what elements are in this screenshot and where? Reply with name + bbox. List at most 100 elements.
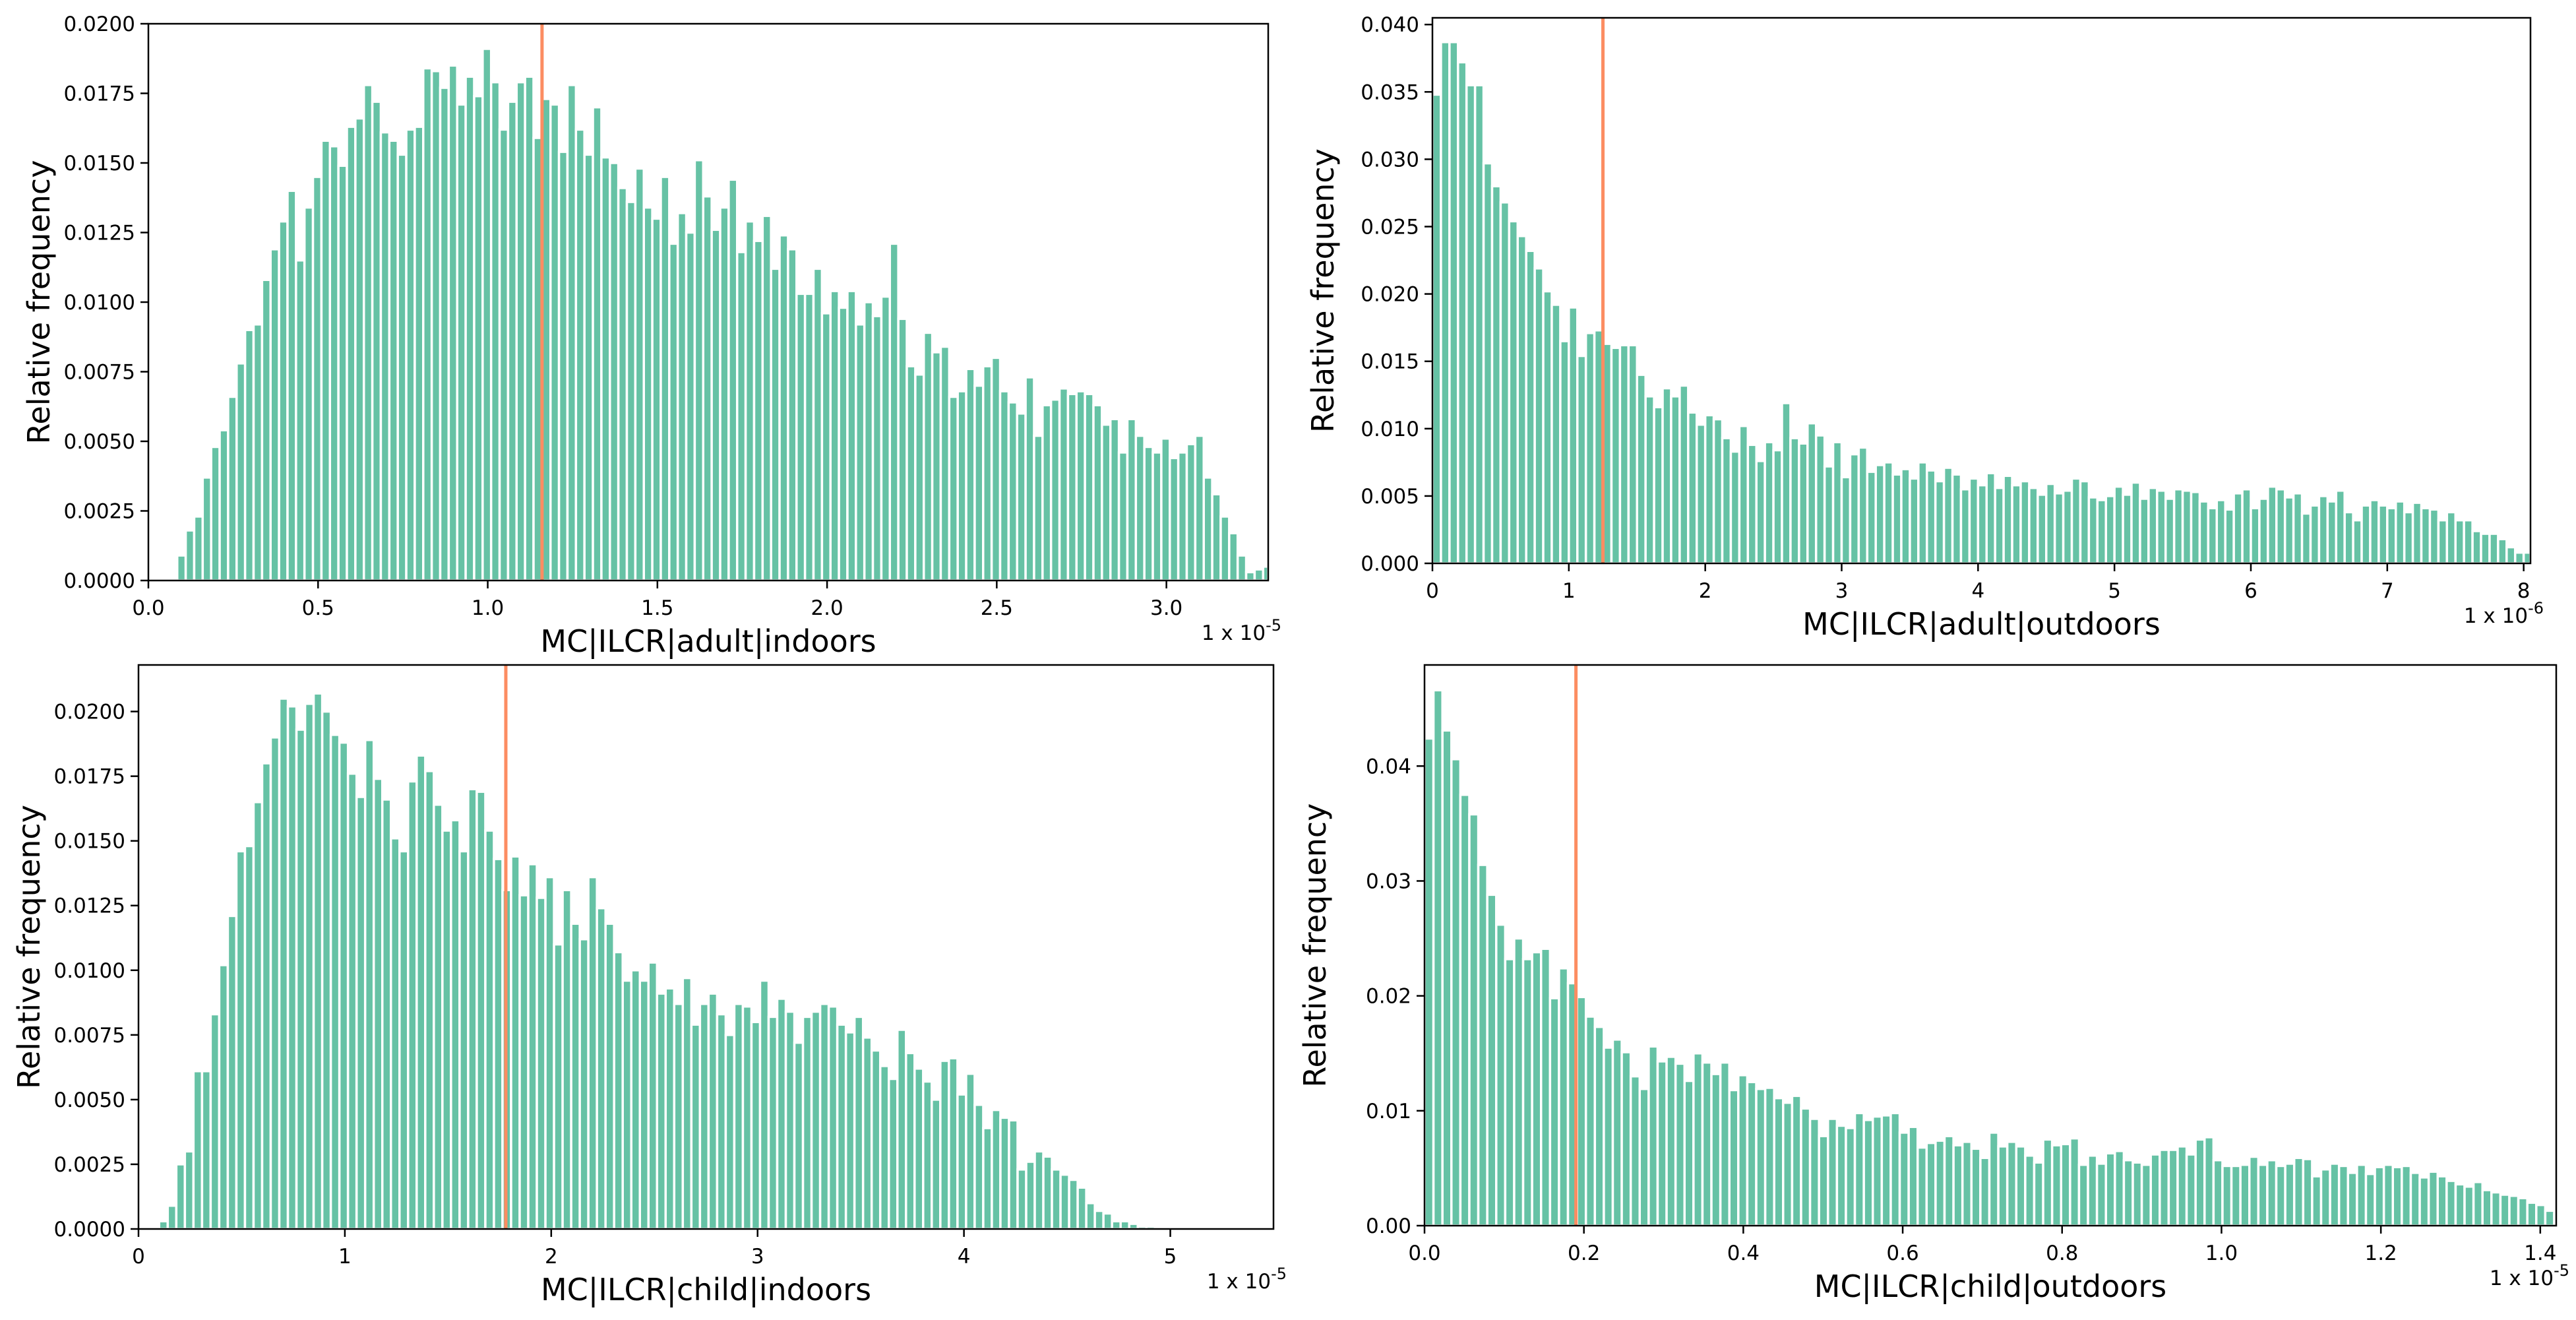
histogram-bar <box>1712 418 1724 565</box>
histogram-bar <box>888 242 900 582</box>
histogram-bar <box>634 167 645 582</box>
histogram-bar <box>887 1077 899 1230</box>
histogram-bar <box>278 697 290 1230</box>
histogram-bar <box>355 796 367 1230</box>
histogram-bar <box>430 69 442 582</box>
x-offset-multiplier: 1 x 10-5 <box>2490 1261 2569 1290</box>
histogram-bar <box>2292 492 2304 565</box>
histogram-bar <box>2113 485 2124 565</box>
histogram-bar <box>897 317 908 582</box>
histogram-bar <box>2275 1164 2286 1227</box>
histogram-bar <box>2497 538 2508 565</box>
subplot-child-outdoors: 0.0 0.2 0.4 0.6 0.8 1.0 1.2 1.4 0.00 0.01 0.02 0.03… <box>1297 664 2569 1305</box>
histogram-bar <box>1431 93 1442 565</box>
histogram-bar <box>447 64 458 582</box>
histogram-bar <box>1075 390 1086 582</box>
histogram-bar <box>235 362 247 582</box>
histogram-bar <box>1533 267 1545 565</box>
histogram-bar <box>489 80 501 582</box>
histogram-bar <box>1719 1061 1731 1227</box>
histogram-bar <box>2203 1136 2215 1227</box>
y-tick-label: 0.0075 <box>54 1024 125 1048</box>
histogram-bar <box>651 217 662 582</box>
histogram-bar <box>1827 1117 1839 1227</box>
y-tick-label: 0.0025 <box>64 500 135 524</box>
histogram-bar <box>226 914 238 1230</box>
histogram-bar <box>2369 499 2380 565</box>
histogram-bar <box>200 1070 212 1230</box>
histogram-bar <box>2374 1166 2385 1227</box>
x-tick-label: 3 <box>1835 579 1849 603</box>
histogram-bar <box>2437 519 2449 565</box>
histogram-bar <box>621 979 632 1230</box>
histogram-bar <box>481 47 493 582</box>
bars <box>1423 689 2558 1227</box>
histogram-bar <box>2198 500 2210 565</box>
y-tick-label: 0.03 <box>1366 869 1411 893</box>
histogram-bar <box>458 850 470 1230</box>
y-tick-label: 0.0125 <box>64 222 135 245</box>
histogram-bar <box>1611 1038 1623 1227</box>
histogram-bar <box>1701 1061 1713 1227</box>
histogram-bar <box>1236 554 1248 582</box>
histogram-bar <box>243 844 255 1230</box>
histogram-bar <box>2508 1194 2520 1227</box>
histogram-bar <box>2445 1179 2457 1227</box>
histogram-bar <box>973 384 985 582</box>
histogram-bar <box>243 329 255 582</box>
histogram-bar <box>363 738 375 1230</box>
histogram-bar <box>2522 551 2532 565</box>
histogram-bar <box>1539 947 1552 1227</box>
y-tick-label: 0.0050 <box>54 1088 125 1112</box>
x-offset-multiplier: 1 x 10-5 <box>1207 1265 1287 1294</box>
y-tick-label: 0.00 <box>1366 1214 1411 1238</box>
histogram-bar <box>1620 1051 1632 1227</box>
histogram-bar <box>1977 484 1988 565</box>
histogram-bar <box>2257 1163 2269 1227</box>
x-offset-exponent: -5 <box>1271 1265 1287 1283</box>
histogram-bar <box>396 153 408 582</box>
histogram-bar <box>2050 1144 2063 1227</box>
histogram-bar <box>2164 497 2176 565</box>
histogram-bar <box>676 212 688 582</box>
x-tick-label: 3.0 <box>1150 596 1182 620</box>
histogram-bar <box>1049 398 1061 582</box>
histogram-bar <box>1457 61 1468 565</box>
histogram-bar <box>1789 437 1800 565</box>
histogram-bar <box>498 128 510 582</box>
histogram-bar <box>787 248 798 582</box>
y-axis-label: Relative frequency <box>21 160 57 445</box>
histogram-bar <box>2343 511 2354 565</box>
histogram-bar <box>609 162 620 582</box>
histogram-bar <box>656 992 667 1230</box>
histogram-bar <box>166 1204 178 1230</box>
histogram-bar <box>1465 84 1477 565</box>
x-tick-label: 4 <box>1971 579 1984 603</box>
x-tick-label: 6 <box>2244 579 2257 603</box>
histogram-bar <box>770 267 781 582</box>
histogram-bar <box>456 103 467 582</box>
histogram-bar <box>303 206 315 582</box>
x-axis-label: MC|ILCR|adult|indoors <box>540 623 876 660</box>
x-offset-exponent: -5 <box>1266 616 1281 635</box>
x-tick-label: 7 <box>2381 579 2394 603</box>
histogram-bar <box>2239 1163 2251 1227</box>
histogram-bar <box>269 248 280 582</box>
histogram-bar <box>784 1010 796 1230</box>
histogram-bar <box>752 239 764 582</box>
histogram-bar <box>1568 306 1579 565</box>
histogram-bar <box>693 159 705 582</box>
histogram-bar <box>2140 1163 2152 1227</box>
histogram-bar <box>2241 487 2252 565</box>
x-tick-label: 5 <box>1164 1245 1177 1269</box>
axes-frame <box>137 664 1275 1230</box>
histogram-bar <box>1576 995 1587 1227</box>
histogram-bar <box>965 367 976 582</box>
y-tick-label: 0.0050 <box>64 430 135 454</box>
histogram-bar <box>1627 344 1638 565</box>
histogram-bar <box>820 312 832 582</box>
x-tick-label: 0.2 <box>1568 1241 1600 1265</box>
histogram-bar <box>1773 1096 1785 1227</box>
histogram-bar <box>1728 1088 1740 1227</box>
histogram-bar <box>2517 1197 2529 1227</box>
